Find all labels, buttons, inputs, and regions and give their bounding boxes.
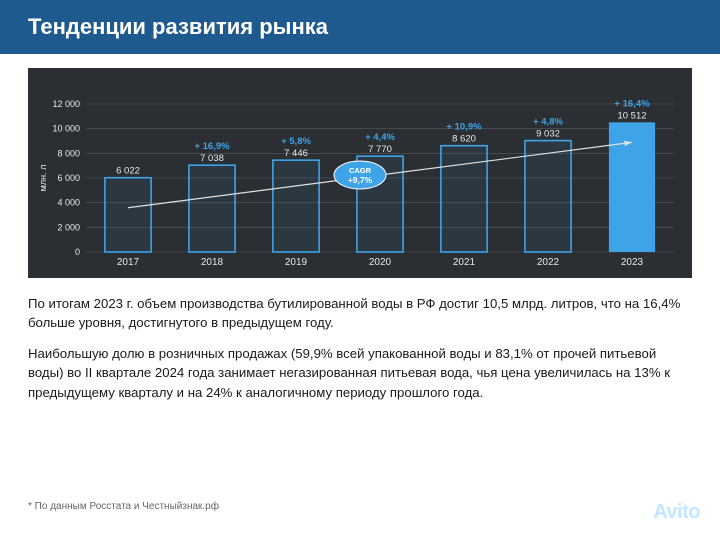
body-text: По итогам 2023 г. объем производства бут… [0,288,720,402]
chart-container: 0 2 000 4 000 6 000 8 000 10 000 12 000 млн. л 6… [28,68,692,278]
svg-text:4 000: 4 000 [57,198,80,208]
svg-text:2023: 2023 [621,257,644,268]
slide-header: Тенденции развития рынка [0,0,720,54]
svg-text:+ 16,4%: + 16,4% [614,98,650,109]
svg-text:2019: 2019 [285,257,308,268]
svg-text:0: 0 [75,247,80,257]
svg-text:7 770: 7 770 [368,144,392,155]
svg-text:6 022: 6 022 [116,166,140,177]
svg-text:8 620: 8 620 [452,134,476,145]
svg-text:10 512: 10 512 [617,110,646,121]
svg-text:+ 16,9%: + 16,9% [194,141,230,152]
svg-text:9 032: 9 032 [536,129,560,140]
bar-chart: 0 2 000 4 000 6 000 8 000 10 000 12 000 млн. л 6… [36,78,684,272]
svg-text:10 000: 10 000 [52,124,80,134]
svg-text:млн. л: млн. л [38,165,48,192]
svg-text:7 038: 7 038 [200,153,224,164]
svg-text:2021: 2021 [453,257,476,268]
svg-text:12 000: 12 000 [52,99,80,109]
svg-text:2 000: 2 000 [57,222,80,232]
svg-text:2018: 2018 [201,257,224,268]
watermark: Avito [653,501,700,524]
svg-text:+ 4,4%: + 4,4% [365,132,395,143]
footnote: * По данным Росстата и Честныйзнак.рф [28,501,219,512]
svg-text:+ 4,8%: + 4,8% [533,117,563,128]
svg-text:+ 10,9%: + 10,9% [446,122,482,133]
svg-text:CAGR: CAGR [349,166,372,175]
slide-title: Тенденции развития рынка [28,14,692,40]
svg-text:6 000: 6 000 [57,173,80,183]
svg-text:+9,7%: +9,7% [348,175,373,185]
svg-text:2017: 2017 [117,257,140,268]
svg-text:8 000: 8 000 [57,148,80,158]
svg-text:2020: 2020 [369,257,392,268]
paragraph-1: По итогам 2023 г. объем производства бут… [28,294,692,332]
svg-text:7 446: 7 446 [284,148,308,159]
svg-text:+ 5,8%: + 5,8% [281,136,311,147]
svg-text:2022: 2022 [537,257,560,268]
paragraph-2: Наибольшую долю в розничных продажах (59… [28,344,692,401]
